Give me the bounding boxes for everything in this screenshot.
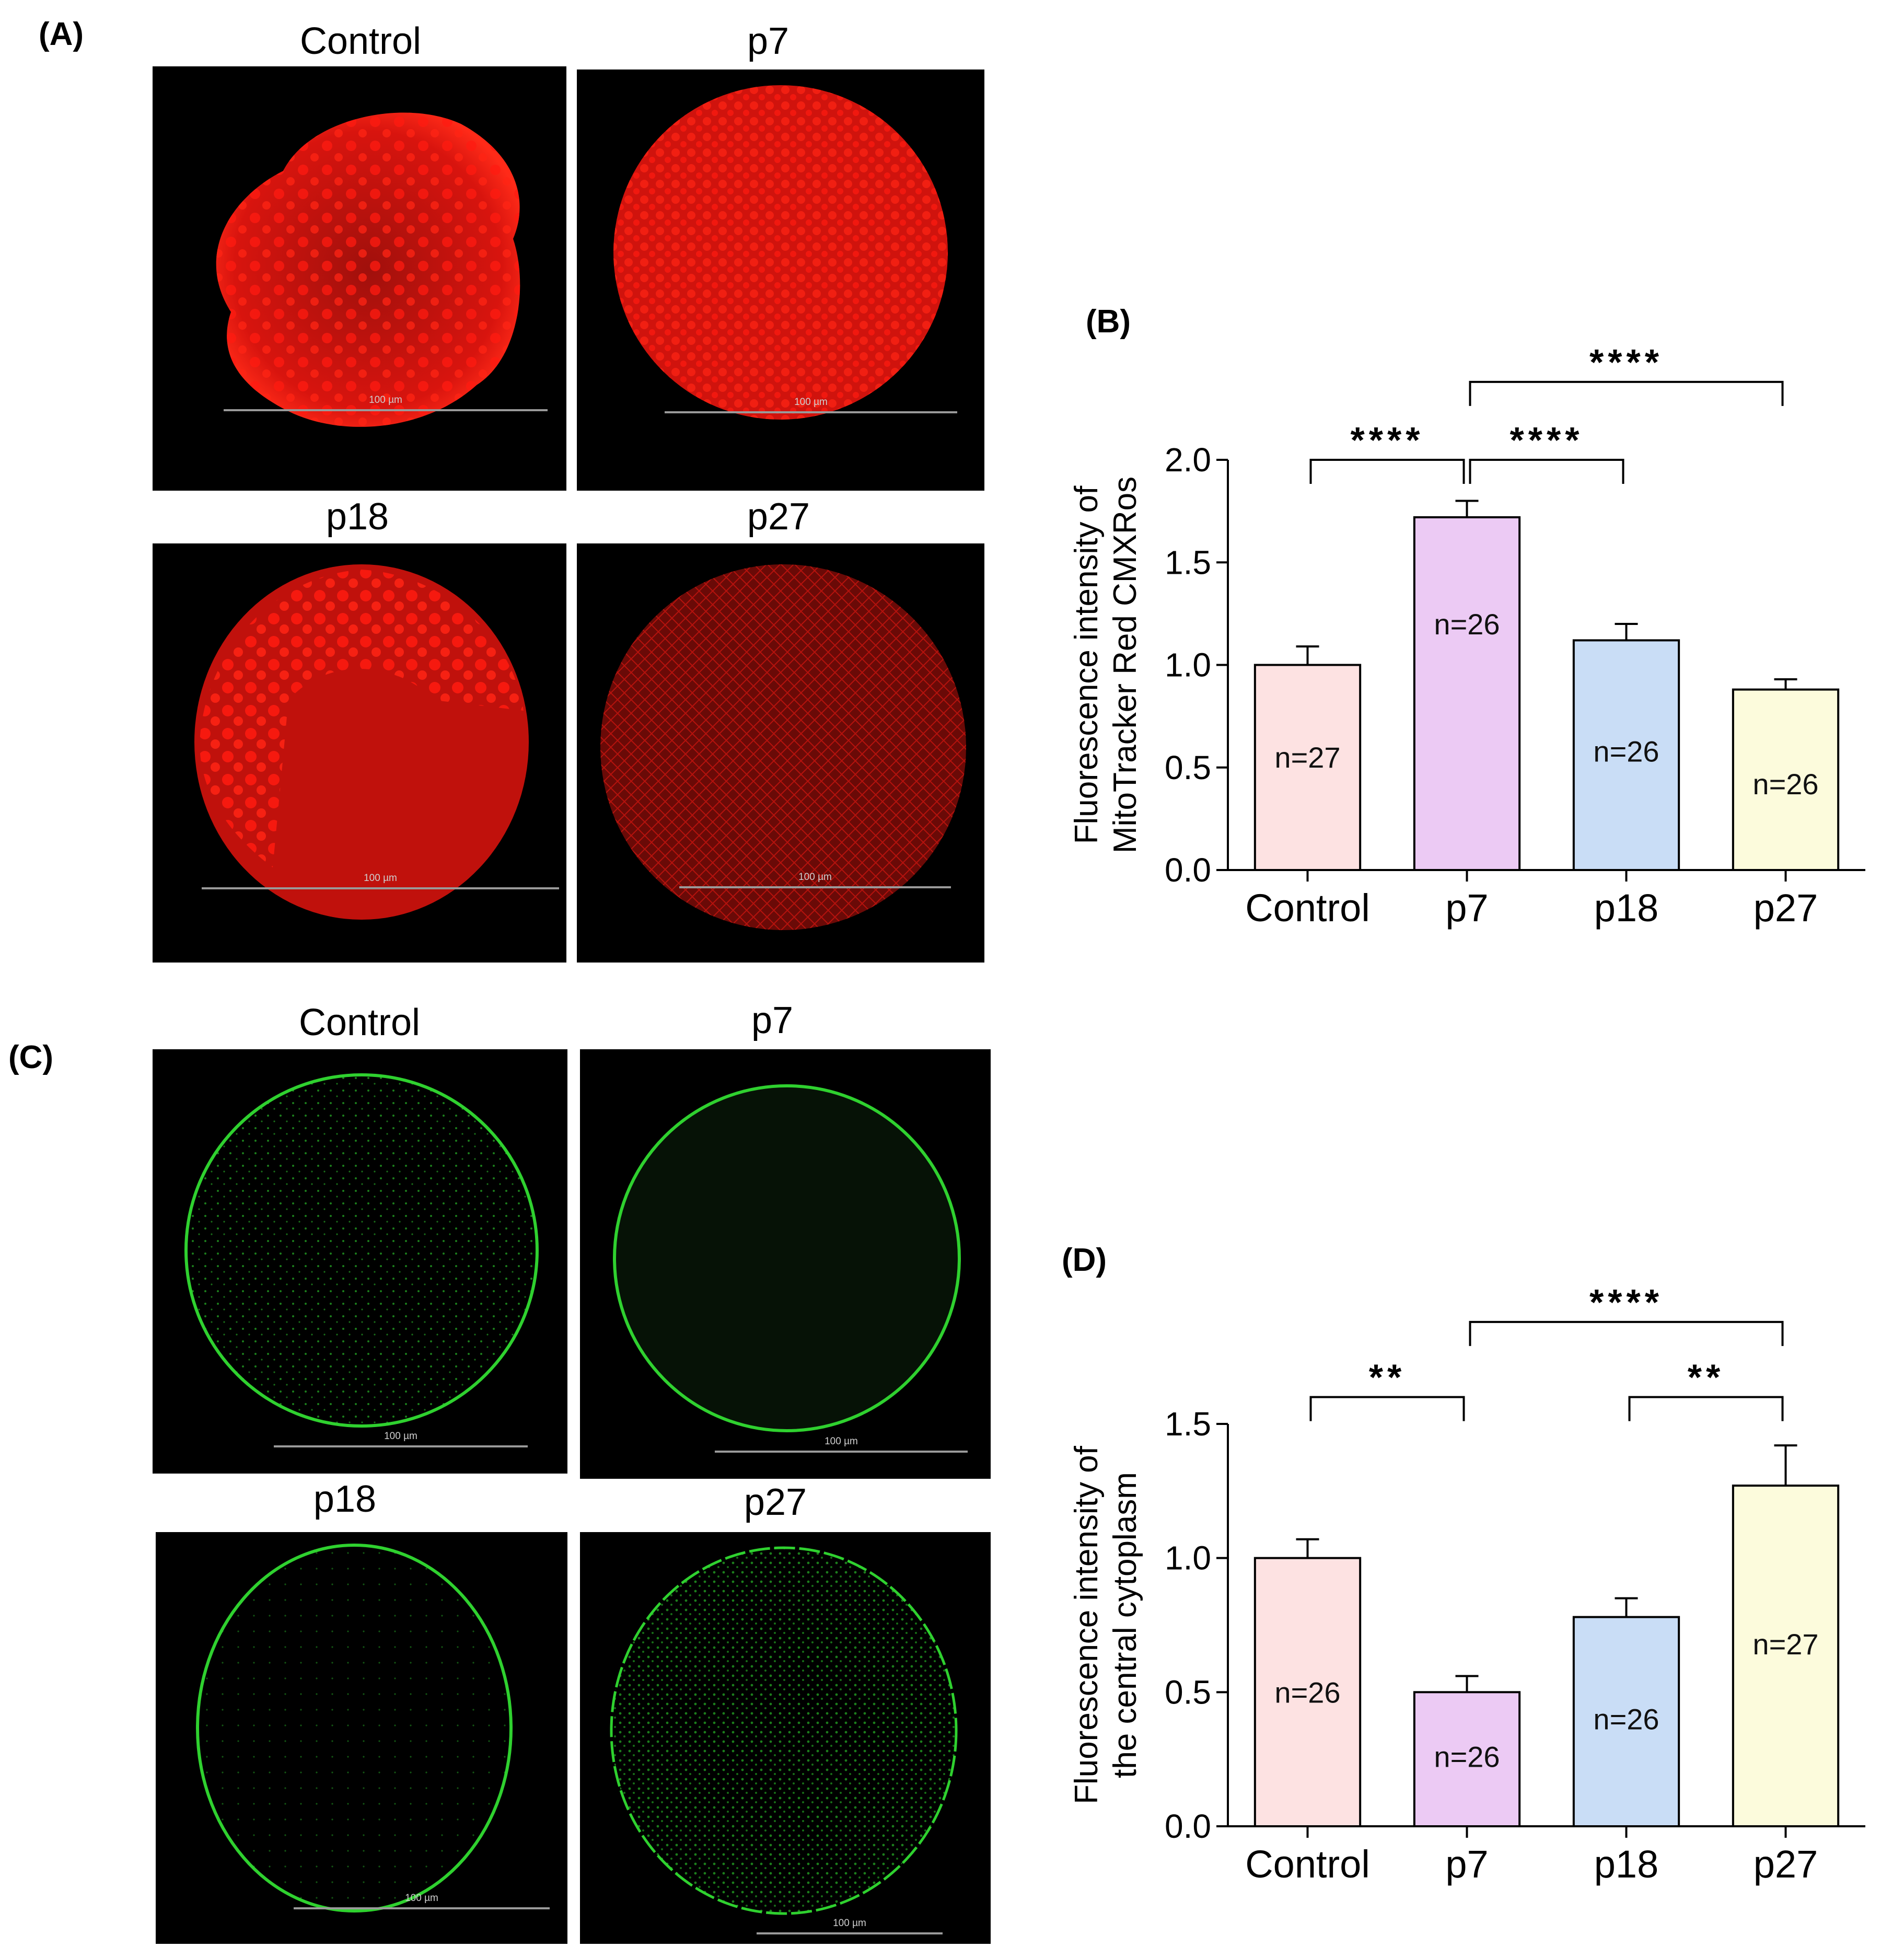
green-image-p27: 100 µm (580, 1532, 991, 1944)
green-title-p7: p7 (751, 1000, 794, 1041)
red-image-p18: 100 µm (153, 543, 566, 963)
red-title-p27: p27 (747, 496, 810, 538)
chart-b: 0.0 0.5 1.0 1.5 2.0 Control n=27 p7 n=26 p18 n=26 p… (1061, 324, 1876, 972)
green-image-p7: 100 µm (580, 1049, 991, 1479)
chart-d-category-label: p18 (1594, 1842, 1658, 1886)
chart-b-n-label: n=26 (1593, 735, 1659, 768)
green-scale-p27: 100 µm (833, 1918, 866, 1929)
chart-d-bar-p7 (1413, 1691, 1521, 1827)
chart-d-y-tick-label: 1.0 (1165, 1539, 1211, 1577)
panel-label-b: (B) (1086, 304, 1131, 340)
chart-b-n-label: n=26 (1752, 768, 1818, 801)
chart-b-y-tick-label: 0.5 (1165, 749, 1211, 786)
chart-b-y-axis-label: Fluorescence intensity of (1069, 485, 1105, 844)
chart-d-bar-p18 (1572, 1616, 1680, 1827)
chart-b-svg: 0.0 0.5 1.0 1.5 2.0 Control n=27 p7 n=26 p18 n=26 p… (1069, 342, 1865, 930)
green-scale-control: 100 µm (384, 1431, 417, 1442)
chart-b-y-axis-label: MitoTracker Red CMXRos (1107, 477, 1143, 853)
chart-d-bar-control (1253, 1557, 1362, 1827)
chart-d-n-label: n=27 (1752, 1628, 1818, 1661)
chart-b-significance-label: **** (1510, 420, 1584, 460)
green-title-p27: p27 (744, 1481, 807, 1523)
chart-b-category-label: p7 (1445, 886, 1488, 930)
green-title-p18: p18 (313, 1478, 377, 1520)
chart-b-y-tick-label: 2.0 (1165, 441, 1211, 479)
chart-b-significance-bracket (1309, 459, 1465, 484)
chart-d-y-axis-label: Fluorescence intensity of (1069, 1445, 1105, 1804)
red-title-p18: p18 (326, 496, 389, 538)
chart-d-significance-bracket (1309, 1396, 1465, 1421)
red-oocyte-control (216, 112, 520, 427)
chart-b-category-label: p18 (1594, 886, 1658, 930)
chart-d-significance-label: ** (1688, 1357, 1724, 1398)
chart-d-n-label: n=26 (1434, 1741, 1500, 1773)
chart-b-y-tick-label: 1.0 (1165, 646, 1211, 684)
chart-b-bar-p7 (1413, 516, 1521, 871)
red-scale-p27: 100 µm (798, 872, 832, 883)
panel-label-a: (A) (39, 16, 84, 52)
chart-d-y-tick-label: 1.5 (1165, 1405, 1211, 1443)
green-scale-p18: 100 µm (405, 1893, 438, 1904)
chart-d-y-axis-label: the central cytoplasm (1107, 1472, 1143, 1778)
panel-label-c: (C) (8, 1039, 54, 1075)
chart-d: 0.0 0.5 1.0 1.5 Control n=26 p7 n=26 p18 n=26 p27 n… (1061, 1265, 1876, 1923)
chart-b-n-label: n=27 (1274, 741, 1340, 774)
chart-d-significance-bracket (1469, 1320, 1784, 1346)
chart-b-significance-label: **** (1589, 342, 1663, 382)
red-scale-control: 100 µm (369, 395, 402, 405)
green-image-p18: 100 µm (156, 1532, 567, 1944)
chart-d-n-label: n=26 (1593, 1703, 1659, 1736)
chart-b-bar-p27 (1732, 688, 1840, 871)
chart-d-significance-label: ** (1369, 1357, 1406, 1398)
chart-d-significance-label: **** (1589, 1282, 1663, 1323)
chart-b-significance-bracket (1469, 380, 1784, 406)
chart-d-y-tick-label: 0.5 (1165, 1673, 1211, 1711)
chart-d-category-label: p27 (1754, 1842, 1818, 1886)
red-title-control: Control (299, 20, 422, 62)
chart-b-n-label: n=26 (1434, 608, 1500, 641)
red-image-control: 100 µm (153, 66, 566, 491)
red-title-p7: p7 (747, 20, 790, 62)
chart-d-n-label: n=26 (1274, 1676, 1340, 1709)
green-image-control: 100 µm (153, 1049, 567, 1474)
chart-d-category-label: p7 (1445, 1842, 1488, 1886)
chart-b-y-tick-label: 1.5 (1165, 543, 1211, 581)
chart-d-y-tick-label: 0.0 (1165, 1807, 1211, 1845)
red-image-p7: 100 µm (577, 69, 984, 491)
chart-d-category-label: Control (1245, 1842, 1370, 1886)
green-scale-p7: 100 µm (825, 1436, 858, 1447)
red-scale-p7: 100 µm (794, 397, 828, 408)
chart-b-category-label: p27 (1754, 886, 1818, 930)
chart-b-category-label: Control (1245, 886, 1370, 930)
chart-d-significance-bracket (1628, 1396, 1784, 1421)
chart-b-significance-label: **** (1351, 420, 1424, 460)
chart-b-y-tick-label: 0.0 (1165, 851, 1211, 889)
chart-d-svg: 0.0 0.5 1.0 1.5 Control n=26 p7 n=26 p18 n=26 p27 n… (1069, 1282, 1865, 1886)
panel-label-d: (D) (1062, 1242, 1107, 1278)
red-image-p27: 100 µm (577, 543, 984, 963)
green-title-control: Control (298, 1002, 421, 1044)
chart-b-significance-bracket (1469, 459, 1624, 484)
red-scale-p18: 100 µm (364, 873, 397, 884)
